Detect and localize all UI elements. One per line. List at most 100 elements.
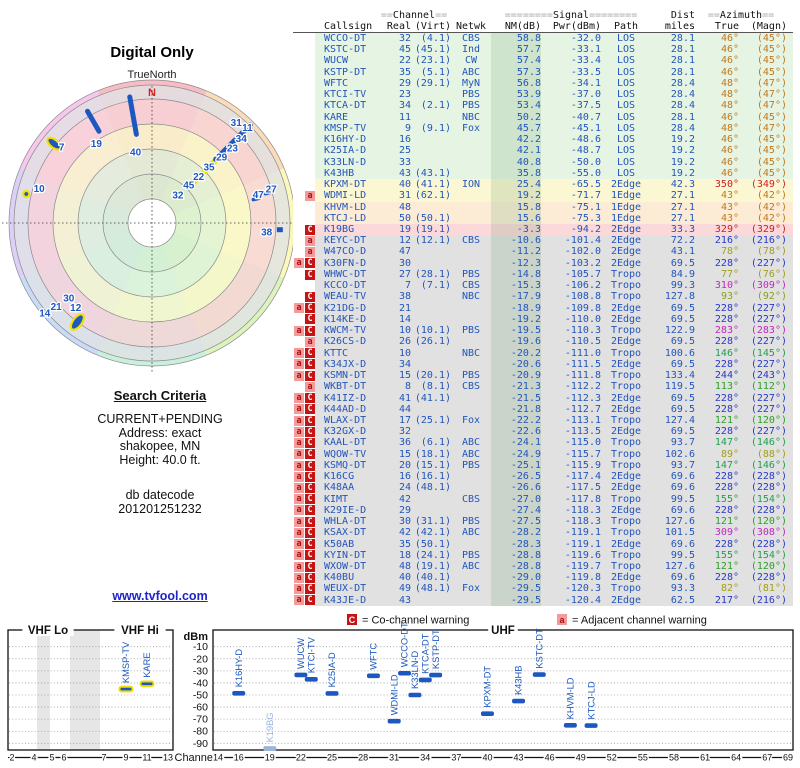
cell-miles: 69.6 — [670, 471, 695, 483]
tvfool-link[interactable]: www.tvfool.com — [112, 589, 208, 603]
signal-marker-label: KHVM-LD — [566, 677, 576, 719]
cell-path: 2Edge — [610, 179, 642, 191]
adjacent-channel-badge: a — [294, 359, 304, 370]
cell-nm: -28.8 — [491, 549, 541, 562]
cell-real: 16 — [398, 134, 411, 146]
table-row: a C K48AA 24 (48.1) -26.6 -117.5 2Edge 69.6 228° (… — [293, 482, 793, 494]
cell-real: 11 — [398, 111, 411, 123]
co-channel-badge: C — [305, 426, 315, 437]
signal-marker-label: KTCA-DT — [420, 633, 430, 674]
cell-callsign: KSTC-DT — [324, 44, 367, 56]
cell-netwk — [451, 303, 491, 314]
signal-chart: dBm-10-20-30-40-50-60-70-80-90 Channel 2 4 5… — [7, 614, 795, 764]
cell-callsign: K41IZ-D — [324, 392, 367, 404]
radar-channel-label: 22 — [193, 172, 205, 183]
cell-miles: 69.5 — [670, 336, 695, 348]
co-channel-badge: C — [305, 224, 315, 235]
co-channel-badge: C — [305, 482, 315, 493]
signal-marker — [532, 672, 546, 677]
cell-nm: -21.3 — [491, 381, 541, 393]
table-row: KHVM-LD 48 15.8 -75.1 1Edge 27.1 43° (42°) — [293, 201, 793, 213]
cell-callsign: WXOW-DT — [324, 561, 367, 573]
signal-marker — [232, 691, 246, 696]
co-channel-badge — [347, 614, 357, 625]
cell-netwk: ION — [461, 179, 481, 191]
adjacent-channel-badge: a — [294, 584, 304, 595]
warning-badges — [293, 44, 315, 56]
cell-nm: 58.8 — [491, 33, 541, 45]
station-marker — [46, 136, 62, 151]
cell-miles: 62.5 — [670, 594, 695, 606]
cell-virt — [411, 404, 451, 415]
radar-channel-label: 45 — [183, 180, 195, 191]
cell-virt: (41.1) — [414, 392, 451, 404]
adjacent-channel-badge: a — [305, 381, 315, 392]
table-row: K33LN-D 33 40.8 -50.0 LOS 19.2 46° (45°) — [293, 156, 793, 168]
cell-real: 26 — [398, 336, 411, 348]
band-label-bg — [114, 623, 166, 636]
cell-magn: (45°) — [756, 111, 787, 123]
cell-nm: -24.9 — [491, 448, 541, 460]
adjacent-channel-badge: a — [294, 527, 304, 538]
cell-true: 217° — [714, 594, 739, 606]
cell-true: 46° — [720, 145, 739, 157]
adjacent-channel-badge: a — [294, 258, 304, 269]
x-tick-label: 9 — [123, 753, 128, 763]
cell-real: 25 — [398, 145, 411, 157]
co-channel-badge: C — [305, 561, 315, 572]
cell-path: Tropo — [610, 268, 642, 280]
cell-miles: 69.5 — [670, 392, 695, 404]
table-row: a K26CS-D 26 (26.1) -19.6 -110.5 2Edge 69.5 228°… — [293, 336, 793, 348]
cell-real: 32 — [398, 33, 411, 44]
cell-miles: 72.2 — [670, 235, 695, 247]
x-tick-label: 55 — [638, 753, 648, 763]
signal-marker — [408, 692, 422, 698]
cell-virt: (40.1) — [414, 572, 451, 584]
cell-netwk — [451, 336, 491, 347]
table-row: a C K32GX-D 32 -22.6 -113.5 2Edge 69.5 228° (227°… — [293, 426, 793, 438]
cell-virt: (8.1) — [420, 381, 451, 393]
cell-magn: (45°) — [756, 145, 787, 157]
cell-virt: (26.1) — [414, 336, 451, 348]
cell-true: 309° — [714, 527, 739, 539]
cell-true: 147° — [714, 459, 739, 471]
cell-real: 36 — [398, 437, 411, 449]
cell-path: 2Edge — [610, 482, 642, 494]
co-channel-badge: C — [305, 258, 315, 269]
table-row: a C KIMT 42 CBS -27.0 -117.8 Tropo 99.5 155° (154°… — [293, 493, 793, 505]
cell-netwk: PBS — [461, 268, 481, 280]
cell-virt — [411, 505, 451, 516]
cell-true: 283° — [714, 325, 739, 337]
cell-path: 2Edge — [610, 504, 642, 516]
cell-pwr: -110.3 — [564, 325, 601, 337]
cell-pwr: -40.7 — [570, 111, 601, 123]
x-tick-label: 6 — [61, 753, 66, 763]
cell-callsign: KYIN-DT — [324, 549, 367, 561]
cell-virt — [411, 258, 451, 269]
cell-netwk — [451, 134, 491, 145]
cell-magn: (154°) — [750, 493, 787, 505]
cell-magn: (45°) — [756, 33, 787, 44]
cell-nm: -26.6 — [491, 482, 541, 494]
radar-direction-wedge — [24, 223, 153, 351]
cell-true: 228° — [714, 257, 739, 269]
cell-real: 32 — [398, 426, 411, 438]
radar-channel-label: 11 — [242, 123, 253, 134]
cell-pwr: -33.1 — [570, 44, 601, 56]
co-channel-badge: C — [305, 505, 315, 516]
y-tick-label: -40 — [193, 677, 208, 689]
cell-netwk: PBS — [461, 325, 481, 337]
cell-netwk: MyN — [461, 77, 481, 89]
cell-magn: (227°) — [750, 403, 787, 415]
x-tick-label: 13 — [163, 753, 173, 763]
cell-netwk — [451, 314, 491, 325]
x-tick-label: 28 — [358, 753, 368, 763]
x-tick-label: 43 — [514, 753, 524, 763]
cell-callsign: KSMQ-DT — [324, 459, 367, 471]
cell-virt: (48.1) — [414, 583, 451, 595]
cell-virt — [411, 595, 451, 606]
cell-path: 1Edge — [610, 201, 642, 213]
